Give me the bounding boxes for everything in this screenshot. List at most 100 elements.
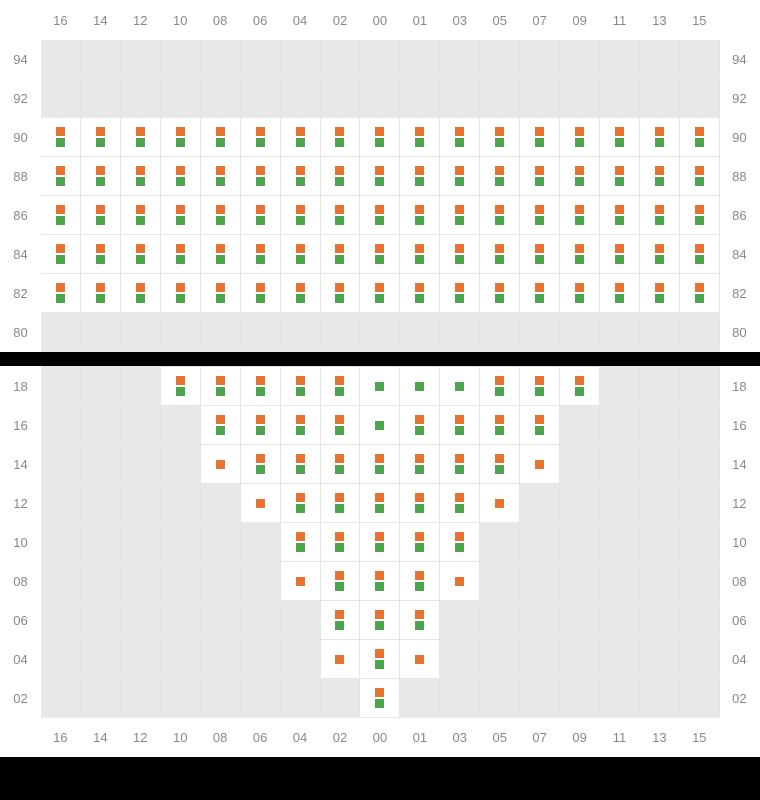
grid-cell: [200, 562, 240, 601]
green-square-icon: [216, 138, 225, 147]
marker-pair: [281, 283, 320, 303]
orange-square-icon: [375, 649, 384, 658]
grid-cell: [160, 484, 200, 523]
top-section: 1614121008060402000103050709111315949492…: [0, 0, 760, 352]
marker-pair: [281, 532, 320, 552]
grid-cell: [400, 562, 440, 601]
marker-pair: [201, 205, 240, 225]
grid-cell: [560, 157, 600, 196]
marker-pair: [680, 244, 719, 264]
grid-cell: [480, 118, 520, 157]
green-square-icon: [415, 294, 424, 303]
green-square-icon: [375, 465, 384, 474]
grid-cell: [440, 445, 480, 484]
grid-cell: [240, 79, 280, 118]
grid-cell: [40, 79, 80, 118]
marker-pair: [241, 454, 280, 474]
marker-pair: [281, 166, 320, 186]
marker-pair: [560, 244, 599, 264]
orange-square-icon: [375, 493, 384, 502]
grid-cell: [80, 235, 120, 274]
marker-pair: [121, 166, 160, 186]
grid-cell: [40, 157, 80, 196]
grid-cell: [679, 640, 719, 679]
col-label: 11: [600, 718, 640, 757]
grid-cell: [480, 523, 520, 562]
green-square-icon: [415, 138, 424, 147]
orange-square-icon: [655, 166, 664, 175]
grid-cell: [679, 118, 719, 157]
green-square-icon: [176, 387, 185, 396]
green-square-icon: [296, 543, 305, 552]
grid-cell: [400, 406, 440, 445]
grid-cell: [560, 313, 600, 352]
orange-square-icon: [655, 244, 664, 253]
orange-square-icon: [455, 415, 464, 424]
orange-square-icon: [375, 244, 384, 253]
marker-pair: [440, 166, 479, 186]
green-square-icon: [575, 216, 584, 225]
green-square-icon: [375, 621, 384, 630]
grid-cell: [400, 196, 440, 235]
orange-square-icon: [615, 283, 624, 292]
grid-cell: [600, 40, 640, 79]
grid-cell: [280, 274, 320, 313]
grid-cell: [40, 445, 80, 484]
grid-cell: [240, 523, 280, 562]
grid-cell: [120, 523, 160, 562]
grid-cell: [280, 313, 320, 352]
orange-square-icon: [176, 127, 185, 136]
grid-cell: [80, 274, 120, 313]
grid-cell: [639, 562, 679, 601]
grid-cell: [80, 79, 120, 118]
orange-square-icon: [56, 244, 65, 253]
grid-cell: [400, 118, 440, 157]
green-square-icon: [575, 177, 584, 186]
orange-square-icon: [96, 283, 105, 292]
orange-square-icon: [495, 499, 504, 508]
bottom-grid: 1818161614141212101008080606040402021614…: [0, 366, 760, 757]
grid-cell: [360, 196, 400, 235]
grid-cell: [679, 523, 719, 562]
marker-pair: [201, 127, 240, 147]
grid-cell: [280, 196, 320, 235]
grid-cell: [280, 562, 320, 601]
orange-square-icon: [176, 166, 185, 175]
grid-cell: [639, 118, 679, 157]
grid-cell: [639, 601, 679, 640]
section-gap: [0, 352, 760, 366]
grid-cell: [200, 601, 240, 640]
grid-cell: [679, 40, 719, 79]
green-square-icon: [375, 382, 384, 391]
green-square-icon: [375, 216, 384, 225]
col-label: 03: [440, 718, 480, 757]
grid-cell: [240, 196, 280, 235]
grid-cell: [440, 523, 480, 562]
grid-cell: [679, 196, 719, 235]
green-square-icon: [256, 387, 265, 396]
green-square-icon: [535, 255, 544, 264]
grid-cell: [480, 196, 520, 235]
grid-cell: [280, 445, 320, 484]
grid-cell: [360, 367, 400, 406]
row-label-right: 14: [719, 445, 759, 484]
grid-cell: [639, 235, 679, 274]
green-square-icon: [335, 543, 344, 552]
marker-pair: [640, 127, 679, 147]
orange-square-icon: [415, 415, 424, 424]
row-label-right: 08: [719, 562, 759, 601]
orange-square-icon: [415, 571, 424, 580]
green-square-icon: [535, 387, 544, 396]
green-square-icon: [216, 216, 225, 225]
marker-pair: [400, 244, 439, 264]
orange-square-icon: [535, 244, 544, 253]
row-label-right: 80: [719, 313, 759, 352]
grid-cell: [160, 562, 200, 601]
grid-cell: [360, 274, 400, 313]
marker-pair: [640, 205, 679, 225]
grid-cell: [120, 118, 160, 157]
orange-square-icon: [296, 376, 305, 385]
orange-square-icon: [455, 244, 464, 253]
grid-cell: [80, 523, 120, 562]
marker-pair: [360, 688, 399, 708]
